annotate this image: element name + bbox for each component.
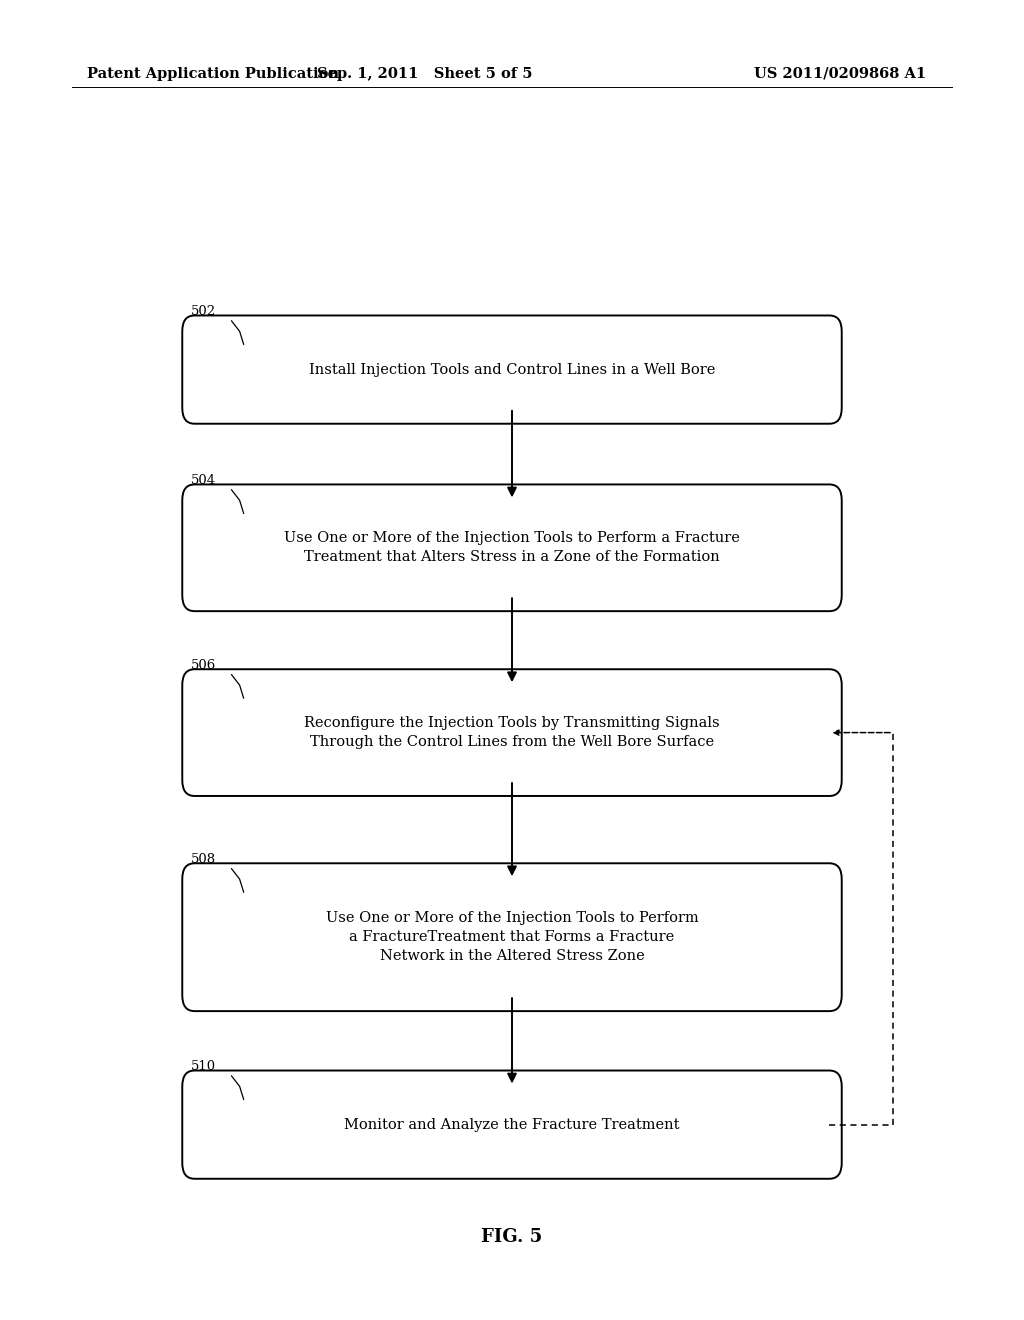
Text: 504: 504	[190, 474, 216, 487]
FancyBboxPatch shape	[182, 315, 842, 424]
Text: US 2011/0209868 A1: US 2011/0209868 A1	[754, 67, 926, 81]
Text: Use One or More of the Injection Tools to Perform
a FractureTreatment that Forms: Use One or More of the Injection Tools t…	[326, 911, 698, 964]
FancyBboxPatch shape	[182, 484, 842, 611]
Text: Patent Application Publication: Patent Application Publication	[87, 67, 339, 81]
Text: Use One or More of the Injection Tools to Perform a Fracture
Treatment that Alte: Use One or More of the Injection Tools t…	[284, 532, 740, 564]
FancyBboxPatch shape	[182, 863, 842, 1011]
Text: FIG. 5: FIG. 5	[481, 1228, 543, 1246]
Text: 502: 502	[190, 305, 216, 318]
Text: Monitor and Analyze the Fracture Treatment: Monitor and Analyze the Fracture Treatme…	[344, 1118, 680, 1131]
Text: 508: 508	[190, 853, 216, 866]
FancyBboxPatch shape	[182, 1071, 842, 1179]
FancyBboxPatch shape	[182, 669, 842, 796]
Text: Install Injection Tools and Control Lines in a Well Bore: Install Injection Tools and Control Line…	[309, 363, 715, 376]
Text: Reconfigure the Injection Tools by Transmitting Signals
Through the Control Line: Reconfigure the Injection Tools by Trans…	[304, 717, 720, 748]
Text: 510: 510	[190, 1060, 216, 1073]
Text: 506: 506	[190, 659, 216, 672]
Text: Sep. 1, 2011   Sheet 5 of 5: Sep. 1, 2011 Sheet 5 of 5	[317, 67, 532, 81]
